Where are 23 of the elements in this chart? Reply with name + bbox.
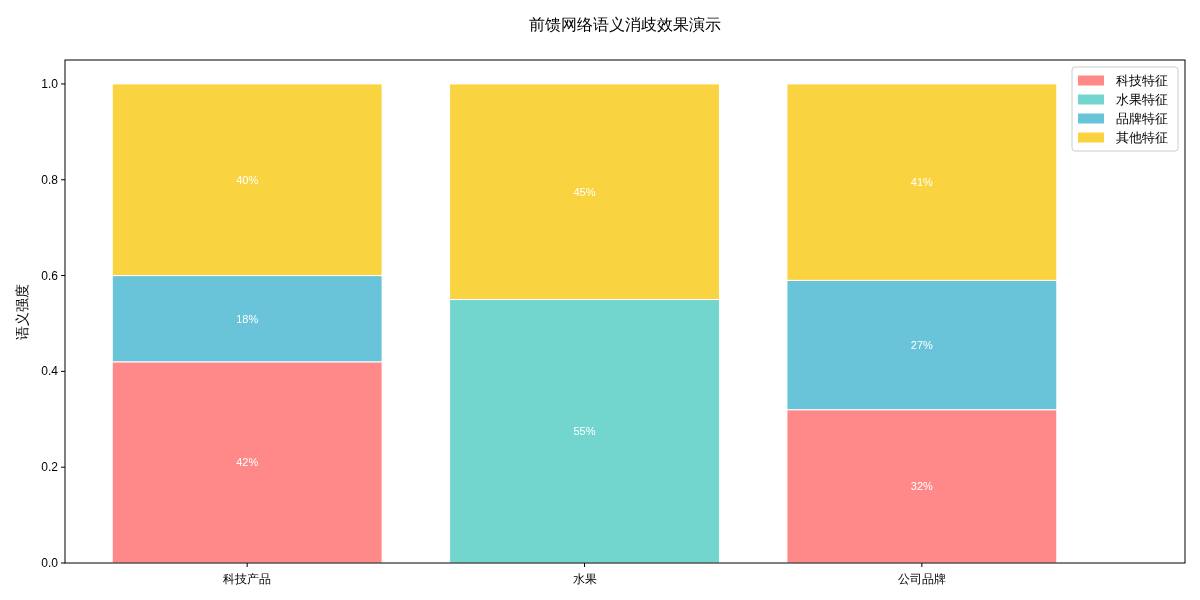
y-tick-label: 1.0 xyxy=(41,76,59,91)
data-label: 40% xyxy=(236,173,259,186)
legend-label: 水果特征 xyxy=(1116,92,1168,107)
legend-label: 科技特征 xyxy=(1116,73,1168,88)
y-tick-label: 0.6 xyxy=(41,268,59,283)
legend-label: 品牌特征 xyxy=(1116,111,1168,126)
data-label: 18% xyxy=(236,312,259,325)
y-tick-label: 0.2 xyxy=(41,460,59,475)
data-label: 41% xyxy=(910,176,934,189)
y-tick-label: 0.0 xyxy=(41,556,59,570)
data-label: 55% xyxy=(573,425,596,438)
x-tick-label: 水果 xyxy=(572,572,597,586)
data-label: 45% xyxy=(573,185,596,198)
x-tick-label: 科技产品 xyxy=(223,572,272,586)
chart-title: 前馈网络语义消歧效果演示 xyxy=(529,15,721,33)
y-axis-title: 语义强度 xyxy=(14,283,30,340)
y-tick-label: 0.8 xyxy=(41,172,59,187)
data-label: 32% xyxy=(910,480,934,493)
legend-label: 其他特征 xyxy=(1116,130,1168,145)
data-label: 27% xyxy=(910,339,934,352)
y-tick-label: 0.4 xyxy=(41,364,59,379)
data-label: 42% xyxy=(236,456,259,469)
x-tick-label: 公司品牌 xyxy=(897,572,946,586)
